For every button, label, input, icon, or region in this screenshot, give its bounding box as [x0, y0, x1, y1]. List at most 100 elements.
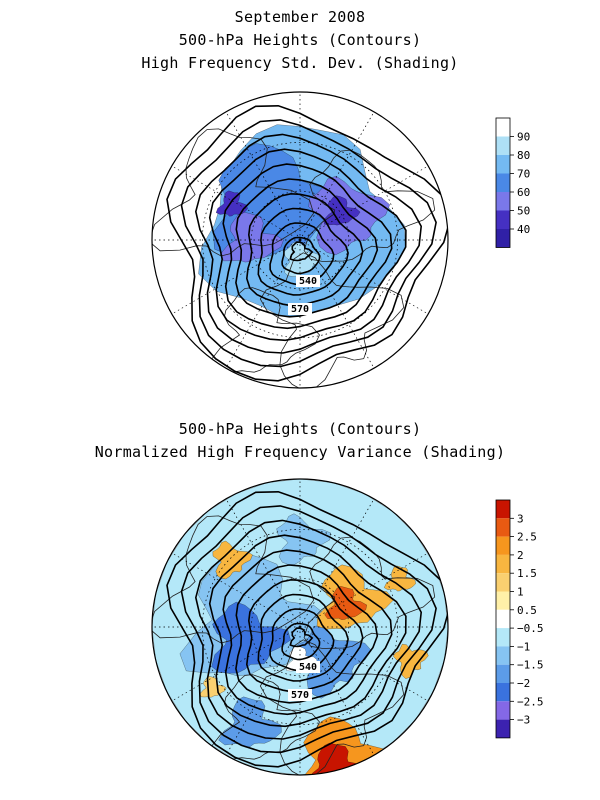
- coastline: [152, 128, 315, 257]
- colorbar-label: 2.5: [517, 531, 537, 544]
- colorbar-label: −1: [517, 640, 530, 653]
- height-contour: [235, 178, 379, 318]
- colorbar-swatch: [496, 500, 510, 519]
- height-contour: [281, 236, 321, 275]
- height-contour: [289, 241, 314, 262]
- colorbar-label: 3: [517, 512, 524, 525]
- coastline: [303, 149, 436, 262]
- shading-patch: [307, 742, 364, 775]
- colorbar-swatch: [496, 173, 510, 192]
- colorbar-swatch: [496, 210, 510, 229]
- colorbar-label: 1.5: [517, 567, 537, 580]
- coastlines: [152, 128, 436, 388]
- height-contours: [166, 104, 448, 382]
- colorbar-label: 1: [517, 586, 524, 599]
- panel2-title-2: Normalized High Frequency Variance (Shad…: [94, 443, 506, 461]
- colorbar-swatch: [496, 155, 510, 174]
- height-contour: [180, 119, 437, 368]
- colorbar-label: 50: [517, 205, 530, 218]
- height-contour: [180, 505, 437, 754]
- coastline: [210, 287, 320, 374]
- colorbar-swatch: [496, 628, 510, 647]
- colorbar-swatch: [496, 518, 510, 537]
- colorbar-swatch: [496, 646, 510, 665]
- colorbar-label: 90: [517, 131, 530, 144]
- height-contour: [245, 578, 364, 693]
- latitude-circle: [250, 190, 350, 290]
- colorbar-label: −1.5: [517, 659, 544, 672]
- colorbar-swatch: [496, 664, 510, 683]
- shading-patch: [324, 586, 368, 620]
- contour-label: 540: [299, 662, 317, 673]
- height-contour: [289, 627, 314, 648]
- map-border: [151, 91, 449, 389]
- panel-2-map: 540 570: [151, 478, 449, 776]
- colorbar-frame: [495, 117, 511, 248]
- height-contour: [194, 133, 423, 354]
- colorbar-swatch: [496, 229, 510, 248]
- height-contour: [281, 622, 321, 661]
- colorbar-label: 40: [517, 223, 530, 236]
- panel-1-colorbar: 40 50 60 70 80 90: [495, 117, 530, 248]
- coastline: [259, 639, 405, 775]
- colorbar-label: −2: [517, 677, 530, 690]
- colorbar-label: 2: [517, 549, 524, 562]
- height-contour: [257, 593, 349, 682]
- colorbar-swatch: [496, 609, 510, 629]
- height-contour: [245, 192, 364, 307]
- colorbar-swatch: [496, 192, 510, 211]
- contour-label: 570: [291, 304, 309, 315]
- height-contour: [166, 104, 448, 382]
- figure-title: September 2008: [234, 8, 366, 26]
- height-contour: [194, 519, 423, 740]
- coastline: [259, 252, 405, 388]
- coastline: [303, 536, 436, 649]
- panel-1-map: 540 570: [151, 91, 449, 389]
- height-contour: [208, 148, 407, 342]
- colorbar-label: −3: [517, 714, 530, 727]
- height-contour: [208, 534, 407, 728]
- colorbar-swatch: [496, 136, 510, 155]
- height-contour: [222, 163, 393, 330]
- height-contour: [257, 207, 349, 296]
- contour-label-bg: [296, 275, 320, 287]
- colorbar-swatch: [496, 118, 510, 137]
- colorbar-swatch: [496, 573, 510, 592]
- colorbar-swatch: [496, 554, 510, 574]
- contour-label-bg: [288, 303, 312, 315]
- colorbar-label: 0.5: [517, 604, 537, 617]
- panel-2-colorbar: 3 2.5 2 1.5 1 0.5 −0.5 −1 −1.5 −2 −2.5 −3: [495, 499, 544, 739]
- panel1-title-2: High Frequency Std. Dev. (Shading): [141, 54, 459, 72]
- colorbar-label: 70: [517, 168, 530, 181]
- colorbar-label: −0.5: [517, 622, 544, 635]
- map-border: [151, 478, 449, 776]
- height-contour: [222, 549, 393, 716]
- graticule: [152, 92, 448, 388]
- colorbar-swatch: [496, 591, 510, 610]
- colorbar-label: 80: [517, 149, 530, 162]
- latitude-circle: [250, 577, 350, 677]
- panel2-title-1: 500-hPa Heights (Contours): [178, 420, 422, 438]
- shading-patch: [392, 643, 429, 679]
- colorbar-label: −2.5: [517, 695, 544, 708]
- colorbar-frame: [495, 499, 511, 739]
- graticule: [152, 479, 448, 775]
- colorbar-swatch: [496, 683, 510, 702]
- height-contours: [166, 490, 448, 768]
- height-contour: [166, 490, 448, 768]
- coastline: [152, 515, 315, 644]
- contour-label: 570: [291, 690, 309, 701]
- colorbar-label: 60: [517, 186, 530, 199]
- colorbar-swatch: [496, 536, 510, 555]
- contour-label-bg: [296, 661, 320, 673]
- contour-label: 540: [299, 276, 317, 287]
- shading-patch: [218, 696, 282, 748]
- panel1-title-1: 500-hPa Heights (Contours): [178, 31, 422, 49]
- latitude-circle: [201, 528, 399, 726]
- contour-label-bg: [288, 689, 312, 701]
- height-contour: [235, 564, 379, 704]
- shading-patch: [212, 540, 253, 580]
- colorbar-swatch: [496, 719, 510, 738]
